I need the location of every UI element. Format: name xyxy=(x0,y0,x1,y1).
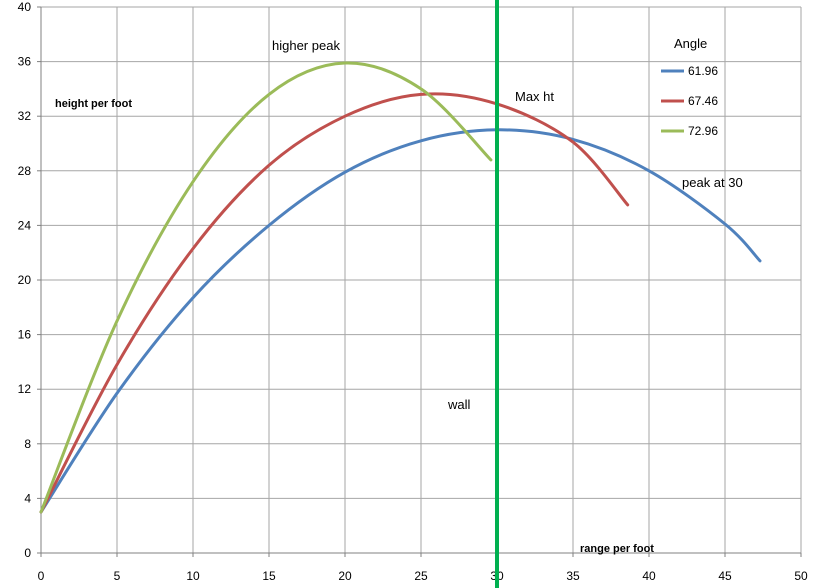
y-tick-label: 12 xyxy=(18,382,32,396)
annotation-peak-at-30: peak at 30 xyxy=(682,175,743,190)
series-line-72.96 xyxy=(39,61,493,514)
x-tick-label: 15 xyxy=(262,569,276,583)
y-tick-label: 20 xyxy=(18,273,32,287)
series-lines xyxy=(39,61,762,514)
y-tick-label: 36 xyxy=(18,55,32,69)
y-tick-label: 16 xyxy=(18,328,32,342)
annotation-max-ht: Max ht xyxy=(515,89,554,104)
annotation-wall: wall xyxy=(447,397,471,412)
x-tick-label: 50 xyxy=(794,569,808,583)
x-tick-labels: 05101520253035404550 xyxy=(38,553,808,583)
x-tick-label: 10 xyxy=(186,569,200,583)
y-tick-label: 28 xyxy=(18,164,32,178)
series-line-61.96 xyxy=(39,128,762,514)
legend-label: 61.96 xyxy=(688,64,718,78)
x-tick-label: 20 xyxy=(338,569,352,583)
legend: Angle 61.96 67.46 72.96 xyxy=(661,36,718,138)
y-axis-label: height per foot xyxy=(55,98,132,110)
legend-label: 72.96 xyxy=(688,124,718,138)
y-tick-labels: 0 4 8 12 16 20 24 28 32 36 40 xyxy=(18,0,41,560)
legend-label: 67.46 xyxy=(688,94,718,108)
series-line-67.46 xyxy=(39,92,630,514)
y-tick-label: 40 xyxy=(18,0,32,14)
x-tick-label: 40 xyxy=(642,569,656,583)
legend-title: Angle xyxy=(674,36,707,51)
y-tick-label: 4 xyxy=(24,491,31,505)
y-tick-label: 32 xyxy=(18,109,32,123)
x-tick-label: 5 xyxy=(114,569,121,583)
y-tick-label: 24 xyxy=(18,218,32,232)
y-tick-label: 0 xyxy=(24,546,31,560)
annotation-higher-peak: higher peak xyxy=(272,38,340,53)
x-tick-label: 35 xyxy=(566,569,580,583)
x-tick-label: 25 xyxy=(414,569,428,583)
x-tick-label: 45 xyxy=(718,569,732,583)
x-tick-label: 0 xyxy=(38,569,45,583)
y-tick-label: 8 xyxy=(24,437,31,451)
x-axis-label: range per foot xyxy=(580,543,654,555)
